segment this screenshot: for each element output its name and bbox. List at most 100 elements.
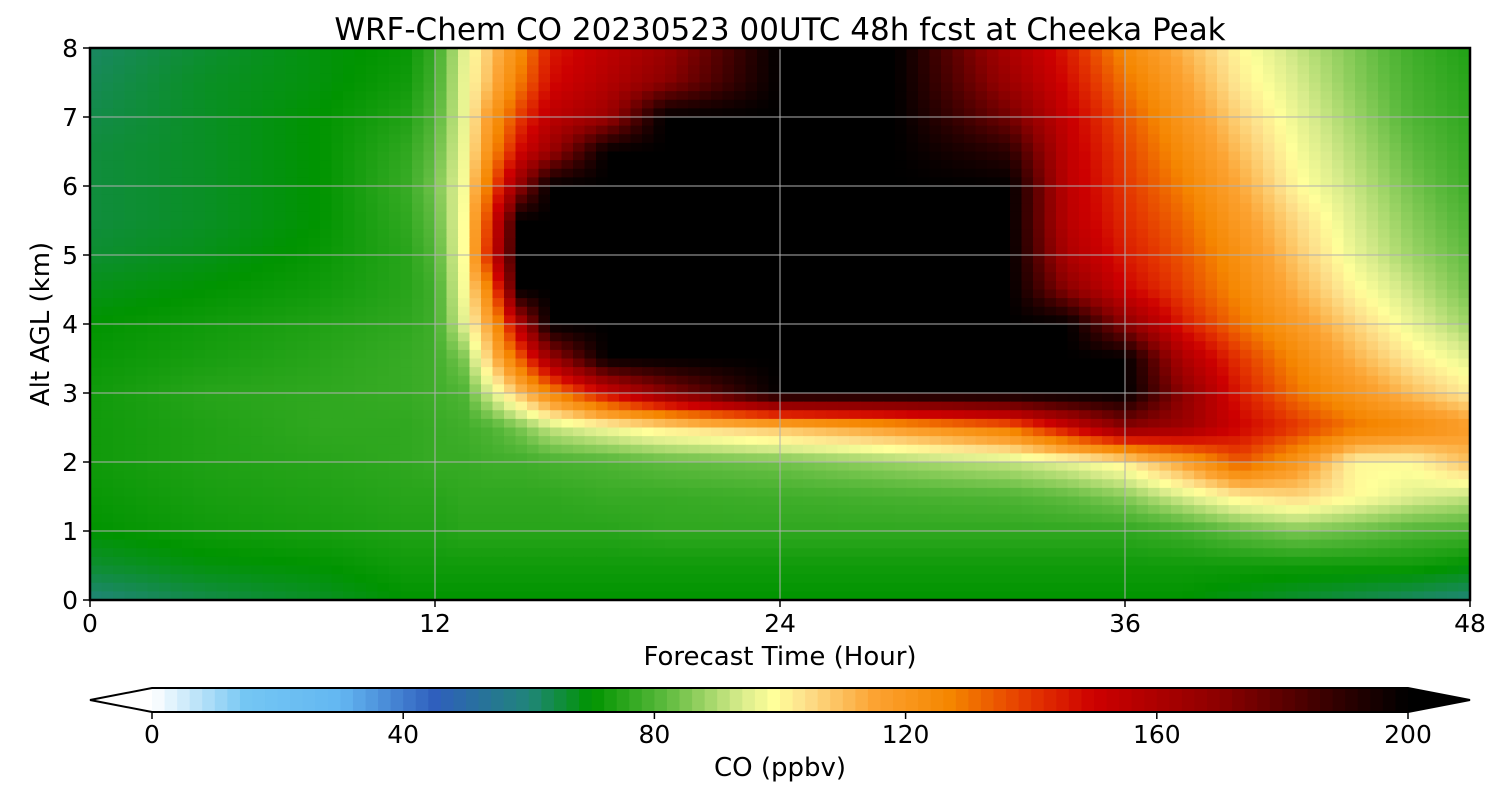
heatmap-cell	[550, 125, 563, 135]
heatmap-cell	[228, 151, 241, 161]
heatmap-cell	[228, 280, 241, 291]
heatmap-cell	[688, 229, 701, 239]
heatmap-cell	[435, 367, 448, 377]
heatmap-cell	[481, 237, 494, 247]
heatmap-cell	[481, 211, 494, 222]
heatmap-cell	[895, 315, 908, 325]
heatmap-cell	[573, 255, 586, 265]
heatmap-cell	[1240, 99, 1253, 109]
heatmap-cell	[412, 203, 425, 213]
heatmap-cell	[987, 125, 1000, 135]
heatmap-cell	[1332, 108, 1345, 118]
heatmap-cell	[354, 151, 367, 161]
heatmap-cell	[1274, 220, 1287, 230]
heatmap-cell	[1056, 48, 1069, 58]
heatmap-cell	[550, 306, 563, 316]
heatmap-cell	[929, 177, 942, 187]
heatmap-cell	[343, 220, 356, 230]
heatmap-cell	[791, 401, 804, 411]
heatmap-cell	[515, 324, 528, 334]
heatmap-cell	[285, 211, 298, 222]
heatmap-cell	[1067, 367, 1080, 377]
heatmap-cell	[803, 134, 816, 144]
heatmap-cell	[113, 82, 126, 92]
heatmap-cell	[1102, 349, 1115, 360]
heatmap-cell	[1366, 211, 1379, 222]
heatmap-cell	[596, 315, 609, 325]
heatmap-cell	[607, 324, 620, 334]
heatmap-cell	[1320, 280, 1333, 291]
heatmap-cell	[205, 298, 218, 308]
heatmap-cell	[504, 324, 517, 334]
heatmap-cell	[297, 255, 310, 265]
heatmap-cell	[734, 332, 747, 342]
heatmap-cell	[711, 73, 724, 84]
heatmap-cell	[826, 289, 839, 299]
heatmap-cell	[170, 298, 183, 308]
heatmap-cell	[573, 229, 586, 239]
heatmap-cell	[1102, 56, 1115, 66]
heatmap-cell	[1332, 142, 1345, 153]
heatmap-cell	[423, 393, 436, 403]
heatmap-cell	[1090, 272, 1103, 282]
heatmap-cell	[1033, 246, 1046, 256]
heatmap-cell	[1079, 82, 1092, 92]
heatmap-cell	[653, 298, 666, 308]
heatmap-cell	[262, 229, 275, 239]
heatmap-cell	[320, 255, 333, 265]
heatmap-cell	[1297, 324, 1310, 334]
heatmap-cell	[1332, 349, 1345, 360]
heatmap-cell	[1217, 229, 1230, 239]
heatmap-cell	[711, 91, 724, 101]
heatmap-cell	[1355, 65, 1368, 75]
heatmap-cell	[964, 48, 977, 58]
heatmap-cell	[527, 349, 540, 360]
heatmap-cell	[285, 332, 298, 342]
heatmap-cell	[791, 134, 804, 144]
heatmap-cell	[1355, 151, 1368, 161]
heatmap-cell	[699, 332, 712, 342]
heatmap-cell	[596, 306, 609, 316]
heatmap-cell	[630, 280, 643, 291]
heatmap-cell	[527, 220, 540, 230]
heatmap-cell	[1148, 177, 1161, 187]
heatmap-cell	[780, 280, 793, 291]
heatmap-cell	[849, 99, 862, 109]
heatmap-cell	[101, 194, 114, 204]
heatmap-cell	[1228, 117, 1241, 127]
heatmap-cell	[768, 246, 781, 256]
heatmap-cell	[895, 341, 908, 351]
heatmap-cell	[1309, 177, 1322, 187]
heatmap-cell	[1021, 168, 1034, 178]
heatmap-cell	[366, 134, 379, 144]
heatmap-cell	[860, 134, 873, 144]
heatmap-cell	[1435, 134, 1448, 144]
heatmap-cell	[998, 168, 1011, 178]
heatmap-cell	[860, 332, 873, 342]
heatmap-cell	[538, 341, 551, 351]
heatmap-cell	[170, 367, 183, 377]
heatmap-cell	[1090, 151, 1103, 161]
heatmap-cell	[366, 160, 379, 170]
heatmap-cell	[1274, 272, 1287, 282]
heatmap-cell	[895, 358, 908, 368]
heatmap-cell	[837, 108, 850, 118]
heatmap-cell	[1067, 134, 1080, 144]
heatmap-cell	[1263, 160, 1276, 170]
heatmap-cell	[906, 375, 919, 385]
heatmap-cell	[722, 108, 735, 118]
heatmap-cell	[1274, 177, 1287, 187]
heatmap-cell	[193, 280, 206, 291]
heatmap-cell	[1090, 375, 1103, 385]
heatmap-cell	[412, 194, 425, 204]
heatmap-cell	[596, 117, 609, 127]
heatmap-cell	[1113, 375, 1126, 385]
heatmap-cell	[205, 168, 218, 178]
heatmap-cell	[1412, 237, 1425, 247]
heatmap-cell	[1148, 91, 1161, 101]
heatmap-cell	[147, 82, 160, 92]
heatmap-cell	[745, 211, 758, 222]
heatmap-cell	[780, 91, 793, 101]
heatmap-cell	[492, 306, 505, 316]
heatmap-cell	[676, 220, 689, 230]
